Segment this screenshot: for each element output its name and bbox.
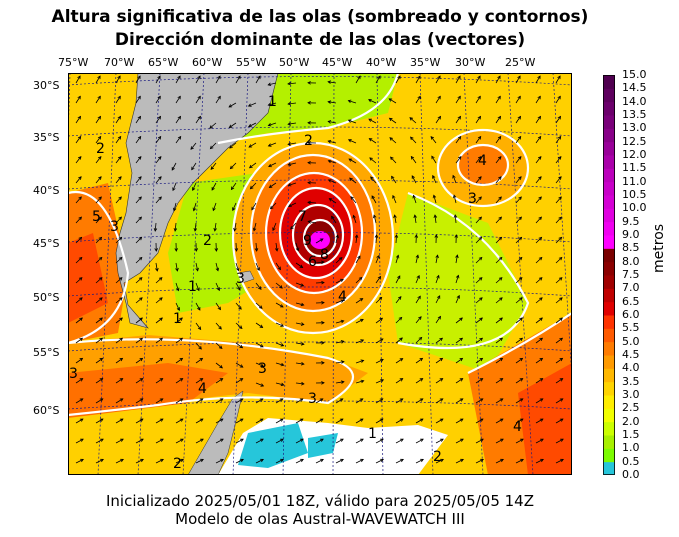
lon-label: 50°W	[279, 56, 310, 69]
lon-label: 55°W	[236, 56, 267, 69]
contour-label-group: 1 2 2 4 3 5 3 2 7 9 6 8 3 1 4 1 3 3 4 3 …	[69, 94, 522, 472]
low-wave-zone	[388, 193, 528, 373]
contour-label: 4	[513, 419, 522, 435]
lon-label: 60°W	[192, 56, 223, 69]
high-wave-zone	[68, 233, 108, 323]
wave-cell	[458, 145, 508, 185]
contour-label: 8	[320, 247, 329, 263]
colorbar-tick-label: 9.5	[622, 214, 640, 228]
lon-label: 65°W	[148, 56, 179, 69]
colorbar-tick-label: 7.0	[622, 281, 640, 295]
colorbar-tick-label: 13.5	[622, 108, 647, 121]
colorbar-tick-label: 11.5	[622, 161, 647, 175]
contour-label: 1	[368, 426, 377, 442]
colorbar-tick-label: 15.0	[622, 68, 647, 81]
contour-label: 3	[236, 271, 245, 287]
lat-label: 40°S	[33, 184, 60, 197]
colorbar-tick-label: 0.0	[622, 468, 640, 481]
lat-label: 45°S	[33, 237, 60, 250]
low-wave-ice-edge	[238, 423, 308, 468]
lat-label: 55°S	[33, 346, 60, 359]
lat-label: 60°S	[33, 404, 60, 417]
contour-label: 1	[173, 311, 182, 327]
lon-label: 75°W	[58, 56, 89, 69]
colorbar-tick-label: 2.5	[622, 401, 640, 415]
title-line-2: Dirección dominante de las olas (vectore…	[114, 30, 526, 50]
footer-line-1: Inicializado 2025/05/01 18Z, válido para…	[106, 492, 534, 510]
wave-height-map: 1 2 2 4 3 5 3 2 7 9 6 8 3 1 4 1 3 3 4 3 …	[68, 73, 572, 475]
contour-label: 3	[258, 361, 267, 377]
colorbar-tick-label: 3.0	[622, 388, 640, 401]
contour-label: 4	[338, 289, 347, 305]
lon-label: 45°W	[322, 56, 353, 69]
contour-label: 1	[188, 279, 197, 295]
lon-label: 40°W	[366, 56, 397, 69]
colorbar-tick-label: 10.0	[622, 201, 647, 215]
contour-label: 2	[96, 141, 105, 157]
contour-label: 3	[69, 366, 78, 382]
contour-label: 1	[268, 94, 277, 110]
colorbar	[603, 75, 615, 475]
title-line-1: Altura significativa de las olas (sombre…	[51, 7, 589, 27]
colorbar-tick-label: 2.0	[622, 414, 640, 428]
colorbar-tick-label: 6.5	[622, 294, 640, 308]
wave-direction-vectors	[75, 75, 564, 464]
contour-label: 2	[433, 449, 442, 465]
lat-label: 50°S	[33, 291, 60, 304]
lon-label: 30°W	[455, 56, 486, 69]
colorbar-tick-label: 1.5	[622, 428, 640, 441]
colorbar-tick-label: 4.0	[622, 361, 640, 375]
graticule	[68, 73, 572, 475]
lat-label: 30°S	[33, 79, 60, 92]
contour-label: 2	[304, 133, 313, 149]
colorbar-unit: metros	[651, 223, 667, 273]
wave-height-contours	[68, 73, 572, 417]
colorbar-tick-label: 13.0	[622, 121, 647, 135]
colorbar-tick-label: 8.0	[622, 254, 640, 268]
colorbar-tick-label: 8.5	[622, 241, 640, 255]
colorbar-tick-label: 4.5	[622, 348, 640, 361]
contour-label: 3	[468, 191, 477, 207]
colorbar-tick-label: 12.5	[622, 134, 647, 148]
lat-label: 35°S	[33, 131, 60, 144]
colorbar-tick-label: 0.5	[622, 454, 640, 468]
lon-label: 35°W	[410, 56, 441, 69]
south-america-land	[115, 73, 279, 329]
high-wave-zone	[518, 363, 572, 475]
contour-label: 2	[173, 456, 182, 472]
colorbar-tick-label: 6.0	[622, 308, 640, 321]
low-wave-ice-edge	[308, 433, 338, 458]
contour-label: 4	[198, 381, 207, 397]
colorbar-tick-label: 7.5	[622, 268, 640, 281]
contour-label: 5	[92, 209, 101, 225]
colorbar-tick-label: 14.5	[622, 81, 647, 95]
colorbar-tick-label: 9.0	[622, 228, 640, 241]
colorbar-tick-label: 5.5	[622, 321, 640, 335]
colorbar-tick-label: 5.0	[622, 334, 640, 348]
contour-label: 2	[203, 233, 212, 249]
lon-label: 25°W	[505, 56, 536, 69]
colorbar-tick-label: 1.0	[622, 441, 640, 455]
contour-label: 9	[303, 233, 312, 249]
contour-label: 7	[298, 209, 307, 225]
footer-line-2: Modelo de olas Austral-WAVEWATCH III	[175, 510, 465, 528]
colorbar-tick-label: 12.0	[622, 148, 647, 161]
contour-label: 3	[308, 391, 317, 407]
colorbar-tick-label: 3.5	[622, 374, 640, 388]
colorbar-tick-label: 10.5	[622, 188, 647, 201]
contour-label: 3	[110, 219, 119, 235]
storm-core	[310, 231, 330, 249]
contour-label: 4	[478, 153, 487, 169]
map-frame	[68, 73, 572, 475]
lon-label: 70°W	[104, 56, 135, 69]
contour-label: 6	[308, 254, 317, 270]
colorbar-tick-label: 14.0	[622, 94, 647, 108]
colorbar-tick-label: 11.0	[622, 174, 647, 188]
